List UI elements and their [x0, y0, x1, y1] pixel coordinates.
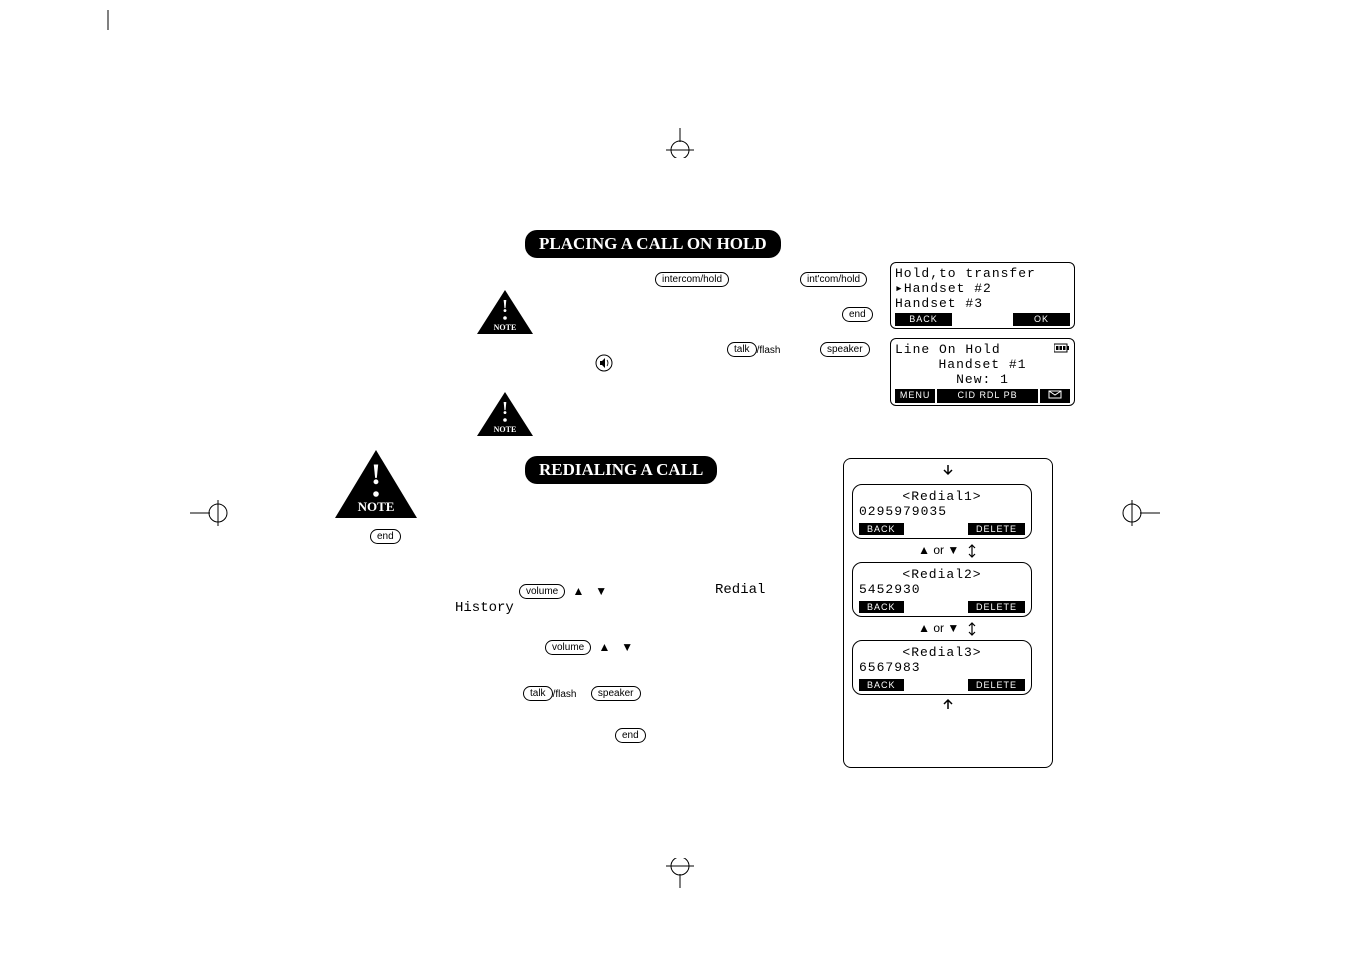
pill-talk-1: talk: [727, 342, 757, 357]
pill-intcom-hold: int'com/hold: [800, 272, 867, 287]
lcd-hold-line2: ▸Handset #2: [895, 281, 1070, 296]
lcd-hold-sk-ok: OK: [1013, 313, 1070, 326]
crop-mark-tl: [98, 10, 118, 40]
scroll-down-icon-top: [852, 463, 1044, 482]
row-volume-redial: volume ▲ ▼: [519, 582, 607, 600]
lcd-hold-transfer: Hold,to transfer ▸Handset #2 Handset #3 …: [890, 262, 1075, 329]
row-speaker: speaker: [820, 340, 870, 358]
lcd-line-sk-cid: CID RDL PB: [937, 389, 1038, 403]
svg-text:!: !: [502, 296, 508, 316]
pill-speaker-1: speaker: [820, 342, 870, 357]
redial-entry-2: <Redial2> 5452930 BACK DELETE: [852, 562, 1032, 617]
lcd-hold-line1: Hold,to transfer: [895, 266, 1070, 281]
end-pill-margin: end: [370, 528, 401, 546]
lcd-line-line3: New: 1: [895, 372, 1070, 387]
svg-text:NOTE: NOTE: [358, 499, 395, 514]
lcd-line-line2: Handset #1: [895, 357, 1070, 372]
row-talk-speaker: talk/flash: [727, 340, 780, 358]
pill-end-1: end: [842, 307, 873, 322]
or-2: or: [933, 621, 944, 635]
flash-suffix-2: /flash: [553, 689, 577, 700]
lcd-line-text1: Line On Hold: [895, 342, 1001, 357]
page-content: PLACING A CALL ON HOLD intercom/hold int…: [195, 90, 1155, 870]
redial3-delete: DELETE: [968, 679, 1025, 691]
pill-talk-2: talk: [523, 686, 553, 701]
or-1: or: [933, 543, 944, 557]
lcd-hold-sk-blank: [954, 313, 1011, 326]
redial2-number: 5452930: [859, 582, 1025, 597]
svg-text:NOTE: NOTE: [494, 323, 517, 332]
redial3-back: BACK: [859, 679, 904, 691]
redial1-back: BACK: [859, 523, 904, 535]
redial3-number: 6567983: [859, 660, 1025, 675]
scroll-up-icon-bottom: [852, 697, 1044, 716]
section1-title: PLACING A CALL ON HOLD: [525, 230, 781, 258]
arrow-row-2: ▲ or ▼: [852, 621, 1044, 636]
down-triangle-2: ▼: [621, 640, 633, 654]
up-triangle-2: ▲: [598, 640, 610, 654]
note-icon-2: ! NOTE: [475, 390, 535, 440]
lcd-line-hold: Line On Hold Handset #1 New: 1 MENU CID …: [890, 338, 1075, 406]
redial3-title: <Redial3>: [859, 645, 1025, 660]
lcd-line-sk-env: [1040, 389, 1070, 403]
redial1-delete: DELETE: [968, 523, 1025, 535]
pill-volume-1: volume: [519, 584, 565, 599]
redial-list-panel: <Redial1> 0295979035 BACK DELETE ▲ or ▼ …: [843, 458, 1053, 768]
redial-label: Redial: [715, 582, 765, 598]
row-end-2: end: [615, 726, 646, 744]
speaker-circle-icon: [595, 354, 613, 377]
pill-intercom-hold: intercom/hold: [655, 272, 729, 287]
row-talk-speaker-2: talk/flash speaker: [523, 684, 641, 702]
svg-text:!: !: [502, 398, 508, 418]
row-volume-2: volume ▲ ▼: [545, 638, 633, 656]
svg-text:NOTE: NOTE: [494, 425, 517, 434]
row-end-pill: end: [842, 305, 873, 323]
flash-suffix-1: /flash: [757, 345, 781, 356]
arrow-row-1: ▲ or ▼: [852, 543, 1044, 558]
redial2-delete: DELETE: [968, 601, 1025, 613]
row-hold-pills: intercom/hold: [655, 270, 729, 288]
up-triangle-1: ▲: [572, 584, 584, 598]
note-icon-1: ! NOTE: [475, 288, 535, 338]
pill-speaker-2: speaker: [591, 686, 641, 701]
redial-entry-3: <Redial3> 6567983 BACK DELETE: [852, 640, 1032, 695]
lcd-hold-line3: Handset #3: [895, 296, 1070, 311]
pill-volume-2: volume: [545, 640, 591, 655]
history-label: History: [455, 600, 514, 616]
redial1-number: 0295979035: [859, 504, 1025, 519]
section2-title: REDIALING A CALL: [525, 456, 717, 484]
pill-end-margin: end: [370, 529, 401, 544]
lcd-line-line1: Line On Hold: [895, 342, 1070, 357]
lcd-line-sk-menu: MENU: [895, 389, 935, 403]
note-icon-large: ! NOTE: [333, 448, 413, 518]
lcd-hold-sk-back: BACK: [895, 313, 952, 326]
row-hold-pills2: int'com/hold: [800, 270, 867, 288]
redial2-back: BACK: [859, 601, 904, 613]
redial2-title: <Redial2>: [859, 567, 1025, 582]
pill-end-2: end: [615, 728, 646, 743]
battery-icon: [1054, 342, 1070, 357]
redial-entry-1: <Redial1> 0295979035 BACK DELETE: [852, 484, 1032, 539]
redial1-title: <Redial1>: [859, 489, 1025, 504]
svg-text:!: !: [371, 458, 381, 491]
down-triangle-1: ▼: [595, 584, 607, 598]
